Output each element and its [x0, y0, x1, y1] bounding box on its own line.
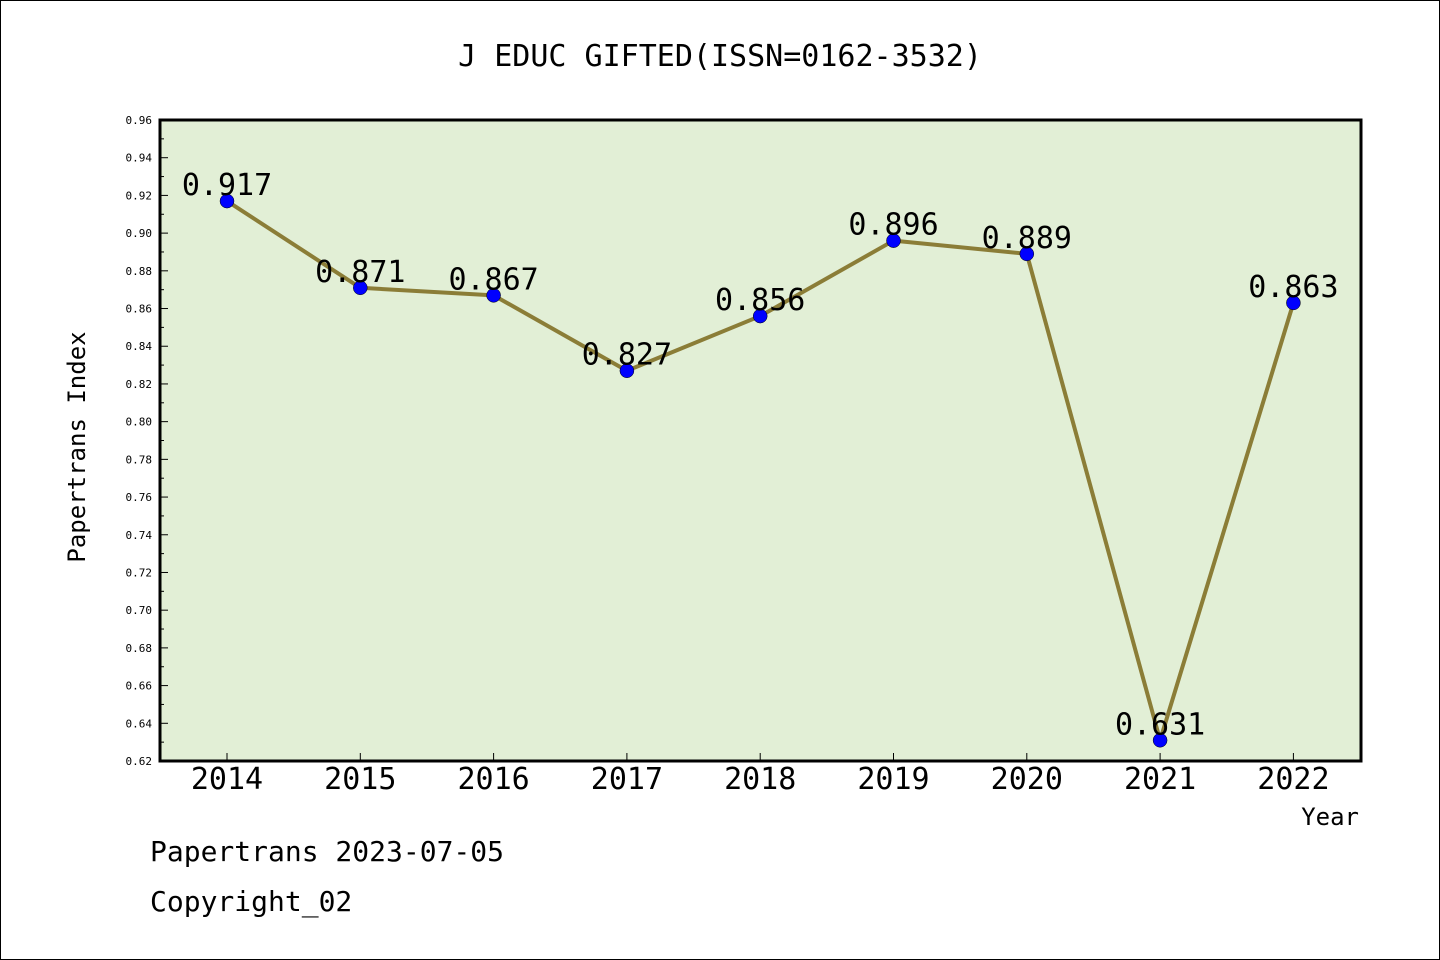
series-markers	[219, 193, 1301, 748]
data-point	[1152, 733, 1168, 748]
data-point	[1286, 295, 1301, 311]
data-label: 0.631	[1115, 707, 1205, 742]
data-label: 0.867	[448, 262, 538, 297]
x-tick-label: 2019	[857, 762, 929, 797]
y-tick-label: 0.84	[126, 340, 153, 353]
y-tick-label: 0.74	[126, 529, 153, 542]
x-tick-label: 2016	[457, 762, 529, 797]
y-tick-label: 0.82	[126, 378, 153, 391]
y-tick-label: 0.80	[126, 416, 153, 429]
data-point	[752, 308, 768, 324]
data-label: 0.856	[715, 283, 805, 318]
y-axis: 0.62 0.64 0.66 0.68 0.70 0.72 0.74 0.76 0.78 0.80…	[126, 114, 168, 768]
y-tick-label: 0.94	[126, 152, 153, 165]
data-point	[486, 288, 501, 303]
x-tick-label: 2018	[724, 762, 796, 797]
x-tick-label: 2020	[991, 762, 1063, 797]
x-tick-label: 2021	[1124, 762, 1196, 797]
y-tick-label: 0.88	[126, 265, 153, 278]
x-tick-label: 2014	[191, 762, 263, 797]
x-tick-label: 2015	[324, 762, 396, 797]
data-label: 0.827	[582, 338, 672, 373]
data-label: 0.896	[848, 208, 938, 243]
y-tick-label: 0.86	[126, 303, 153, 316]
y-tick-label: 0.92	[126, 189, 153, 202]
data-point	[353, 280, 368, 296]
data-label: 0.871	[315, 255, 405, 290]
y-tick-label: 0.72	[126, 566, 153, 579]
y-tick-label: 0.78	[126, 453, 153, 466]
data-label: 0.889	[982, 221, 1072, 256]
x-tick-label: 2017	[591, 762, 663, 797]
data-label: 0.917	[182, 168, 272, 203]
plot-area	[158, 118, 1363, 763]
y-tick-label: 0.70	[126, 604, 153, 617]
y-tick-label: 0.66	[126, 680, 153, 693]
data-point	[1019, 246, 1035, 262]
footer-copyright: Copyright_02	[150, 885, 353, 918]
x-axis: 2014 2015 2016 2017 2018 2019 2020 2021 2022	[191, 753, 1330, 797]
y-tick-label: 0.64	[126, 717, 153, 730]
y-axis-title: Papertrans Index	[63, 331, 91, 562]
data-point	[219, 193, 235, 209]
data-point	[619, 363, 635, 378]
x-tick-label: 2022	[1257, 762, 1329, 797]
chart-title: J EDUC GIFTED(ISSN=0162-3532)	[458, 39, 982, 74]
data-label: 0.863	[1248, 270, 1338, 305]
data-point	[886, 233, 901, 248]
y-tick-label: 0.96	[126, 114, 153, 127]
y-tick-label: 0.68	[126, 642, 153, 655]
data-labels: 0.917 0.871 0.867 0.827 0.856 0.896 0.889 0.631…	[182, 168, 1339, 742]
y-tick-label: 0.90	[126, 227, 153, 240]
footer-date: Papertrans 2023-07-05	[150, 835, 505, 868]
x-axis-title: Year	[1301, 803, 1359, 831]
y-tick-label: 0.76	[126, 491, 153, 504]
y-tick-label: 0.62	[126, 755, 153, 768]
